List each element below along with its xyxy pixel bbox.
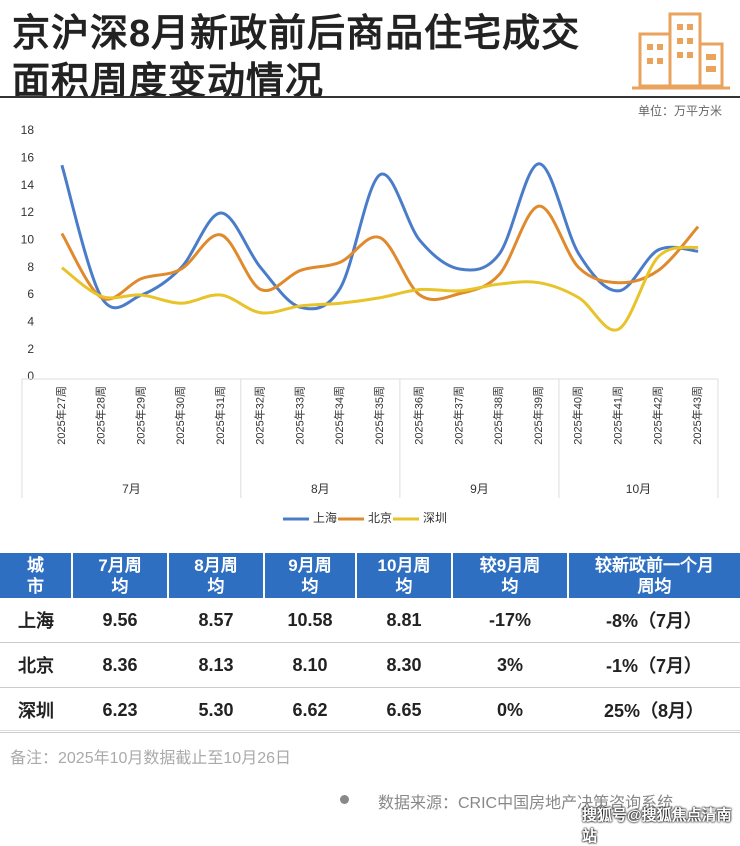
- table-cell: 0%: [452, 687, 568, 733]
- table-cell: 8.36: [72, 642, 168, 688]
- footnote: 备注：2025年10月数据截止至10月26日: [10, 750, 291, 767]
- unit-label: 单位：万平方米: [638, 103, 722, 118]
- building-icon: [632, 12, 730, 90]
- header-cell: 8月周均: [168, 553, 265, 598]
- y-tick-label: 2: [27, 342, 34, 356]
- x-tick-label: 2025年37周: [451, 386, 465, 445]
- table-cell: -8%（7月）: [568, 598, 740, 643]
- group-label: 9月: [470, 482, 489, 496]
- table-cell: 6.65: [356, 687, 452, 733]
- header-cell: 较新政前一个月周均: [568, 553, 740, 598]
- group-label: 8月: [311, 482, 330, 496]
- table-row: 北京 8.36 8.13 8.10 8.30 3% -1%（7月）: [0, 642, 740, 688]
- chart: 单位：万平方米 0 2 4 6 8 10 12 14 16 18 2025年27周 2025年28周 2…: [21, 103, 722, 525]
- x-tick-label: 2025年29周: [133, 386, 147, 445]
- x-tick-label: 2025年36周: [412, 386, 426, 445]
- bullet: [340, 795, 349, 804]
- table-row: 上海 9.56 8.57 10.58 8.81 -17% -8%（7月）: [0, 598, 740, 643]
- x-tick-label: 2025年43周: [690, 386, 704, 445]
- line: [60, 204, 700, 302]
- group-label: 10月: [626, 482, 651, 496]
- table-cell: 深圳: [0, 687, 72, 733]
- y-tick-label: 6: [27, 287, 34, 301]
- x-tick-label: 2025年39周: [531, 386, 545, 445]
- y-tick-label: 8: [27, 260, 34, 274]
- x-tick-label: 2025年28周: [94, 386, 108, 445]
- title-line: 京沪深8月新政前后商品住宅成交: [12, 13, 581, 55]
- table-cell: 9.56: [72, 598, 168, 643]
- x-tick-label: 2025年32周: [253, 386, 267, 445]
- y-tick-label: 12: [21, 205, 35, 219]
- y-tick-label: 4: [27, 315, 34, 329]
- table-cell: 北京: [0, 642, 72, 688]
- group-label: 7月: [122, 482, 141, 496]
- y-tick-label: 0: [27, 369, 34, 383]
- header-cell: 9月周均: [264, 553, 357, 598]
- table-cell: -17%: [452, 598, 568, 643]
- header-row: 城市 7月周均 8月周均 9月周均 10月周均 较9月周均 较新政前一个月周均: [0, 553, 740, 598]
- table-cell: 上海: [0, 598, 72, 643]
- y-tick-label: 10: [21, 233, 35, 247]
- table-cell: 10.58: [264, 598, 356, 643]
- y-tick-label: 18: [21, 123, 35, 137]
- line: [60, 245, 699, 332]
- table-cell: 25%（8月）: [568, 687, 740, 733]
- x-tick-label: 2025年30周: [173, 386, 187, 445]
- watermark: 搜狐号@搜狐焦点清南站: [582, 807, 732, 845]
- table-cell: -1%（7月）: [568, 642, 740, 688]
- table-cell: 3%: [452, 642, 568, 688]
- table-cell: 6.23: [72, 687, 168, 733]
- table: 城市 7月周均 8月周均 9月周均 10月周均 较9月周均 较新政前一个月周均 上海 9.56…: [0, 553, 740, 733]
- header-cell: 较9月周均: [452, 553, 569, 598]
- y-tick-label: 14: [21, 178, 35, 192]
- x-tick-label: 2025年42周: [650, 386, 664, 445]
- table-cell: 8.57: [168, 598, 264, 643]
- table-cell: 8.81: [356, 598, 452, 643]
- table-cell: 8.13: [168, 642, 264, 688]
- x-tick-label: 2025年38周: [491, 386, 505, 445]
- header-cell: 城市: [0, 553, 73, 598]
- header-cell: 10月周均: [356, 553, 453, 598]
- x-tick-label: 2025年31周: [213, 386, 227, 445]
- x-tick-label: 2025年40周: [571, 386, 585, 445]
- source: 数据来源：CRIC中国房地产决策咨询系统: [378, 795, 674, 812]
- x-tick-label: 2025年41周: [610, 386, 624, 445]
- y-tick-label: 16: [21, 151, 35, 165]
- line: [60, 162, 699, 311]
- legend-label: 北京: [368, 511, 392, 525]
- legend-label: 深圳: [423, 511, 447, 525]
- table-cell: 6.62: [264, 687, 356, 733]
- divider: [0, 730, 740, 731]
- header-cell: 7月周均: [72, 553, 169, 598]
- table-row: 深圳 6.23 5.30 6.62 6.65 0% 25%（8月）: [0, 687, 740, 733]
- x-tick-label: 2025年34周: [332, 386, 346, 445]
- table-cell: 8.10: [264, 642, 356, 688]
- table-cell: 5.30: [168, 687, 264, 733]
- divider: [0, 96, 740, 98]
- page: {"title":["京沪深8月新政前后商品住宅成交","面积周度变动情况"],…: [0, 12, 740, 845]
- x-tick-label: 2025年35周: [372, 386, 386, 445]
- x-tick-label: 2025年27周: [54, 386, 68, 445]
- table-cell: 8.30: [356, 642, 452, 688]
- legend-label: 上海: [313, 510, 337, 525]
- x-tick-label: 2025年33周: [292, 386, 306, 445]
